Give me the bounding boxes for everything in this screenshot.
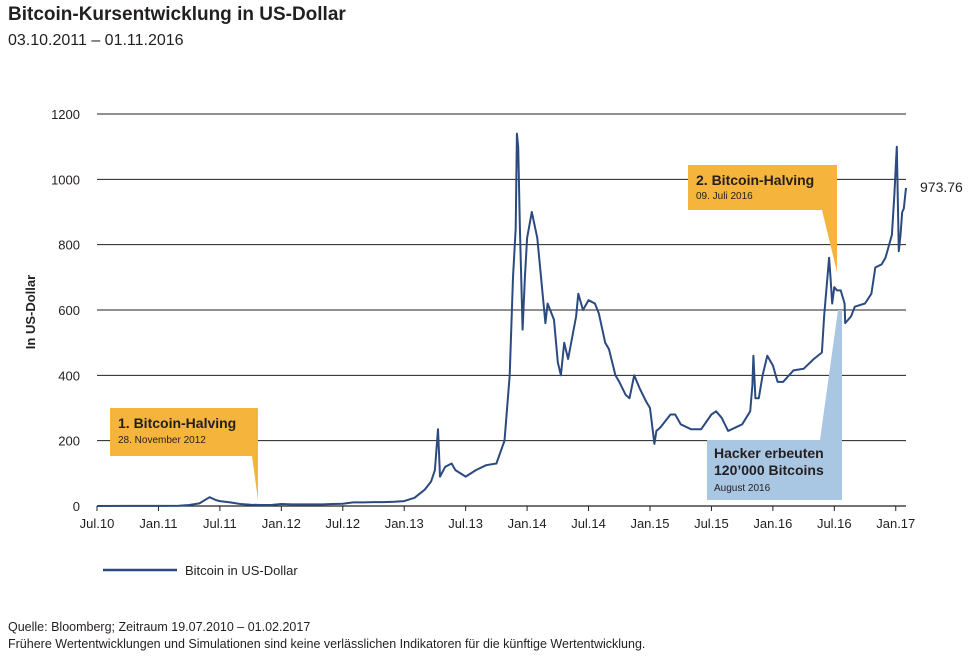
y-tick-label: 800 [58,238,80,253]
y-tick-label: 1000 [51,172,80,187]
x-tick-labels: Jul.10 Jan.11 Jul.11 Jan.12 Jul.12 Jan.13 Jul.… [80,506,915,531]
x-tick-label: Jan.12 [262,516,301,531]
callout-halving-2-box [688,165,837,272]
annotations: 1. Bitcoin-Halving 28. November 2012 2. Bi… [110,165,842,500]
x-tick-label: Jul.13 [448,516,483,531]
source-note: Quelle: Bloomberg; Zeitraum 19.07.2010 –… [8,620,311,634]
y-tick-label: 400 [58,368,80,383]
callout-hack-title-2: 120’000 Bitcoins [714,462,824,478]
callout-hack-box [707,310,842,500]
x-tick-label: Jan.13 [385,516,424,531]
x-tick-label: Jan.16 [753,516,792,531]
x-tick-label: Jul.10 [80,516,115,531]
callout-halving-2-date: 09. Juli 2016 [696,191,753,202]
x-tick-label: Jul.15 [694,516,729,531]
callout-halving-1-box [110,408,258,500]
callout-halving-1-title: 1. Bitcoin-Halving [118,415,236,431]
x-tick-label: Jan.15 [630,516,669,531]
last-value-label: 973.76 [920,179,963,195]
callout-hack-title-1: Hacker erbeuten [714,445,824,461]
x-tick-label: Jul.14 [571,516,606,531]
x-tick-label: Jan.11 [139,516,177,531]
y-tick-label: 1200 [51,107,80,122]
chart-title: Bitcoin-Kursentwicklung in US-Dollar [8,4,346,25]
x-tick-label: Jul.11 [203,516,237,531]
disclaimer-note: Frühere Wertentwicklungen und Simulation… [8,637,646,651]
x-tick-label: Jan.17 [876,516,915,531]
y-tick-labels: 0 200 400 600 800 1000 1200 [51,107,80,514]
callout-halving-2-title: 2. Bitcoin-Halving [696,172,814,188]
callout-halving-1-date: 28. November 2012 [118,435,206,446]
y-tick-label: 0 [73,499,80,514]
callout-hack-date: August 2016 [714,483,771,494]
x-tick-label: Jul.16 [817,516,852,531]
legend-label: Bitcoin in US-Dollar [185,563,298,578]
y-tick-label: 200 [58,434,80,449]
series-line-bitcoin [96,132,907,507]
chart-subtitle: 03.10.2011 – 01.11.2016 [8,32,184,49]
x-tick-label: Jul.12 [325,516,360,531]
y-axis-label: In US-Dollar [23,275,38,349]
x-tick-label: Jan.14 [508,516,547,531]
bitcoin-chart: 0 200 400 600 800 1000 1200 Jul.10 Jan.11 Jul.11… [23,107,963,578]
y-tick-label: 600 [58,303,80,318]
